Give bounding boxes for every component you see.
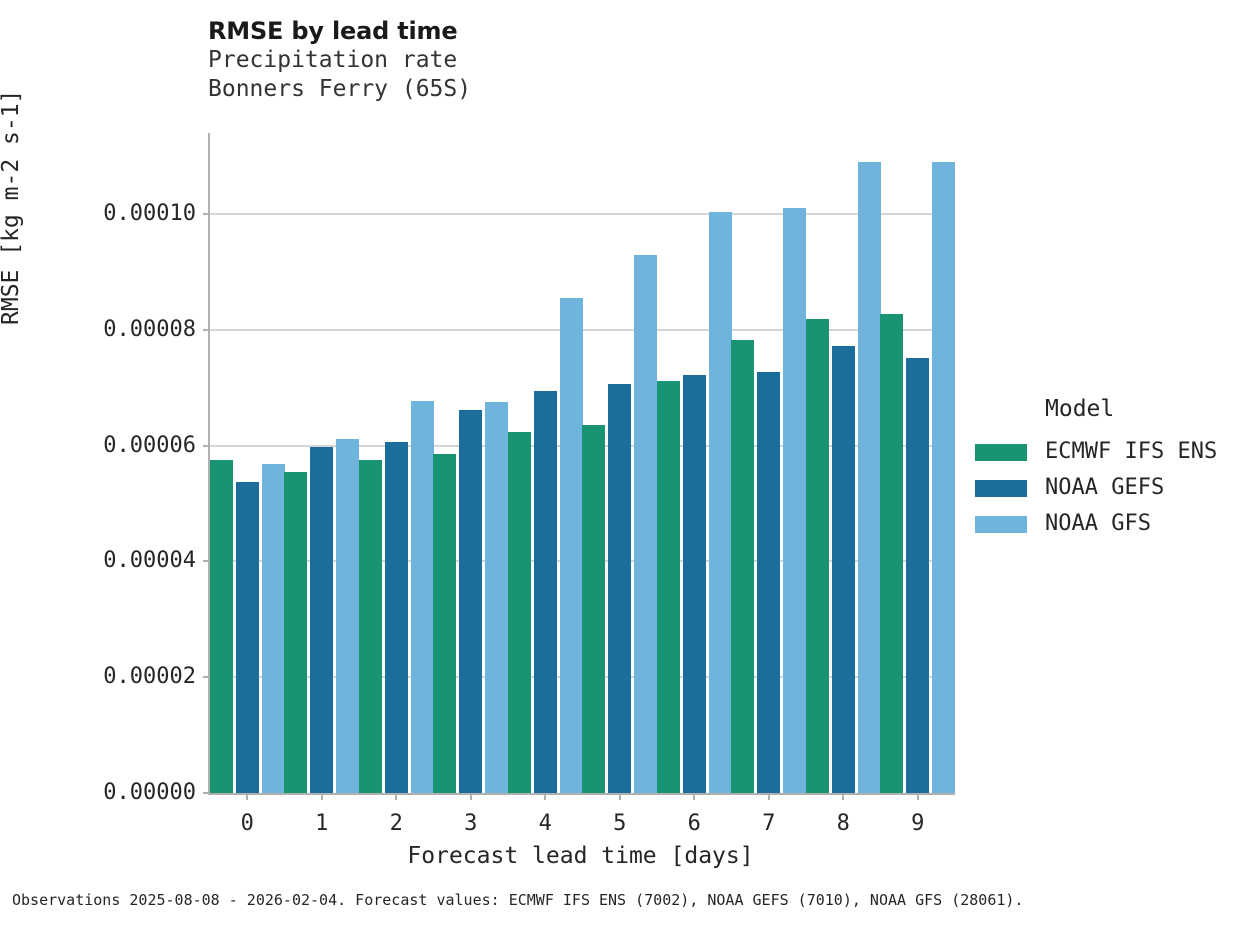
bar[interactable] — [634, 254, 658, 793]
bar[interactable] — [261, 463, 285, 793]
x-tick-mark — [842, 793, 845, 800]
y-tick-mark — [203, 792, 210, 794]
legend-title: Model — [1045, 396, 1115, 422]
bar[interactable] — [433, 454, 457, 793]
legend-color-swatch — [975, 443, 1027, 461]
bar[interactable] — [284, 472, 308, 793]
x-tick-label: 9 — [911, 811, 925, 836]
x-tick-mark — [246, 793, 249, 800]
chart-plot-area: 0.00000 0.00002 0.00004 0.00006 0.00008 0.000… — [103, 133, 956, 835]
y-gridline — [210, 213, 955, 216]
legend-color-swatch — [975, 515, 1027, 533]
chart-subtitle-location: Bonners Ferry (65S) — [208, 76, 472, 102]
bar[interactable] — [757, 372, 781, 793]
chart-subtitle-variable: Precipitation rate — [208, 47, 458, 73]
bar[interactable] — [358, 460, 382, 793]
y-tick-mark — [203, 444, 210, 447]
bar[interactable] — [459, 410, 483, 793]
bar[interactable] — [932, 161, 956, 793]
y-tick-mark — [203, 560, 210, 563]
x-tick-label: 0 — [240, 811, 254, 836]
y-tick-mark — [203, 676, 210, 679]
page-title: RMSE by lead time — [208, 17, 458, 45]
legend-color-swatch — [975, 479, 1027, 497]
bar[interactable] — [805, 318, 829, 793]
bar[interactable] — [880, 314, 904, 793]
chart-legend: Model ECMWF IFS ENS NOAA GEFS NOAA GFS — [975, 396, 1217, 542]
x-tick-mark — [469, 793, 472, 800]
legend-entry-list: ECMWF IFS ENS NOAA GEFS NOAA GFS — [975, 434, 1217, 542]
y-tick-label: 0.00006 — [103, 432, 196, 458]
x-tick-mark — [544, 793, 547, 800]
bar[interactable] — [410, 401, 434, 793]
y-tick-label: 0.00000 — [103, 780, 196, 805]
y-tick-label: 0.00004 — [103, 548, 196, 574]
x-tick-mark — [395, 793, 398, 800]
x-tick-label: 8 — [836, 811, 850, 836]
bar[interactable] — [831, 346, 855, 793]
x-axis-title: Forecast lead time [days] — [407, 843, 754, 869]
bar[interactable] — [235, 481, 259, 793]
legend-entry-label: ECMWF IFS ENS — [1045, 439, 1218, 464]
x-tick-label: 7 — [762, 811, 776, 836]
bar[interactable] — [384, 441, 408, 793]
x-tick-label: 4 — [538, 811, 552, 836]
y-axis-title: RMSE [kg m-2 s-1] — [0, 89, 24, 325]
bar[interactable] — [209, 459, 233, 793]
bar[interactable] — [682, 375, 706, 793]
y-tick-label: 0.00008 — [103, 316, 196, 342]
bar[interactable] — [656, 380, 680, 793]
bar[interactable] — [485, 401, 509, 793]
y-tick-label: 0.00002 — [103, 664, 196, 690]
x-tick-mark — [693, 793, 696, 800]
bar[interactable] — [533, 391, 557, 793]
bar[interactable] — [608, 384, 632, 793]
bar[interactable] — [906, 357, 930, 793]
x-tick-mark — [767, 793, 770, 800]
y-tick-mark — [203, 213, 210, 216]
y-tick-mark — [203, 328, 210, 331]
legend-entry-label: NOAA GEFS — [1045, 475, 1165, 500]
x-tick-label: 2 — [389, 811, 403, 836]
legend-entry[interactable]: NOAA GEFS — [975, 470, 1217, 506]
legend-entry[interactable]: ECMWF IFS ENS — [975, 434, 1217, 470]
legend-entry-label: NOAA GFS — [1045, 511, 1151, 536]
x-tick-label: 3 — [464, 811, 478, 836]
bar[interactable] — [708, 212, 732, 793]
x-tick-label: 5 — [613, 811, 627, 836]
x-tick-mark — [916, 793, 919, 800]
bar[interactable] — [582, 425, 606, 793]
bar[interactable] — [310, 447, 334, 793]
x-tick-mark — [320, 793, 323, 800]
x-tick-label: 6 — [687, 811, 701, 836]
title-block: RMSE by lead time Precipitation rate Bon… — [208, 16, 908, 104]
bar[interactable] — [336, 438, 360, 793]
bar[interactable] — [507, 431, 531, 793]
bar[interactable] — [731, 340, 755, 793]
bar[interactable] — [857, 161, 881, 793]
bar[interactable] — [559, 298, 583, 793]
y-tick-label: 0.00010 — [103, 201, 196, 227]
bar[interactable] — [783, 208, 807, 793]
legend-entry[interactable]: NOAA GFS — [975, 506, 1217, 542]
x-tick-label: 1 — [315, 811, 329, 836]
x-tick-mark — [618, 793, 621, 800]
chart-caption: Observations 2025-08-08 - 2026-02-04. Fo… — [12, 891, 1024, 909]
